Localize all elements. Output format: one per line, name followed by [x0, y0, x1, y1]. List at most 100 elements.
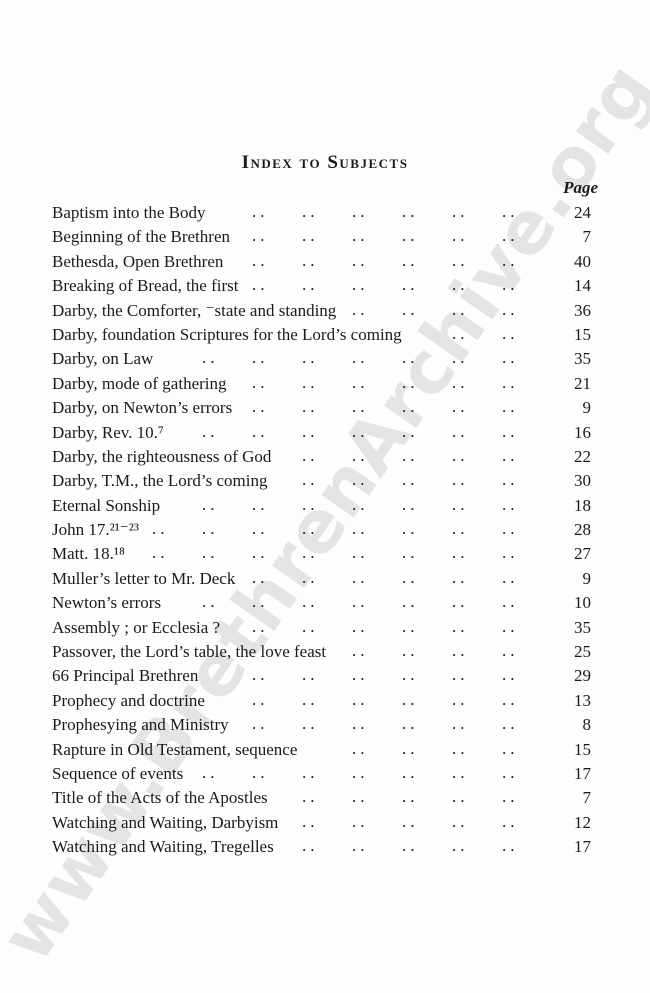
dot-leader: .. — [352, 592, 369, 612]
index-row: Beginning of the Brethren 7............ — [52, 226, 591, 251]
dot-leader: .. — [352, 397, 369, 417]
entry-page: 15 — [574, 739, 591, 759]
index-row: Assembly ; or Ecclesia ? 35............ — [52, 616, 591, 642]
dot-leader: .. — [302, 567, 319, 587]
dot-leader: .. — [352, 836, 369, 856]
dot-leader: .. — [502, 641, 519, 661]
dot-leader: .. — [502, 372, 519, 392]
dot-leader: .. — [452, 470, 469, 490]
dot-leader: .. — [352, 616, 369, 636]
dot-leader: .. — [152, 543, 169, 563]
dot-leader: .. — [252, 397, 269, 417]
entry-label: John 17.²¹⁻²³ — [52, 520, 139, 540]
index-row: Darby, the righteousness of God 22.......… — [52, 445, 591, 471]
entry-label: Assembly ; or Ecclesia ? — [52, 617, 221, 637]
dot-leader: .. — [452, 665, 469, 685]
index-row: Watching and Waiting, Tregelles 17.......… — [52, 836, 591, 861]
dot-leader: .. — [302, 836, 319, 856]
index-row: John 17.²¹⁻²³ 28................ — [52, 519, 591, 544]
dot-leader: .. — [252, 372, 269, 392]
entry-label: Passover, the Lord’s table, the love fea… — [52, 642, 327, 662]
dot-leader: .. — [502, 567, 519, 587]
dot-leader: .. — [502, 738, 519, 758]
dot-leader: .. — [302, 202, 319, 221]
dot-leader: .. — [502, 226, 519, 246]
dot-leader: .. — [352, 372, 369, 392]
dot-leader: .. — [352, 494, 369, 514]
entry-page: 17 — [574, 837, 591, 857]
dot-leader: .. — [352, 714, 369, 734]
dot-leader: .. — [302, 275, 319, 295]
dot-leader: .. — [252, 592, 269, 612]
dot-leader: .. — [502, 250, 519, 270]
dot-leader: .. — [402, 202, 419, 221]
dot-leader: .. — [252, 275, 269, 295]
dot-leader: .. — [252, 762, 269, 782]
entry-page: 13 — [574, 690, 591, 710]
dot-leader: .. — [402, 445, 419, 465]
dot-leader: .. — [302, 543, 319, 563]
index-row: Darby, mode of gathering 21............ — [52, 372, 591, 398]
dot-leader: .. — [502, 470, 519, 490]
dot-leader: .. — [452, 592, 469, 612]
dot-leader: .. — [352, 787, 369, 807]
dot-leader: .. — [302, 348, 319, 368]
dot-leader: .. — [252, 421, 269, 441]
dot-leader: .. — [452, 689, 469, 709]
dot-leader: .. — [352, 299, 369, 319]
dot-leader: .. — [402, 348, 419, 368]
entry-label: Sequence of events — [52, 763, 184, 783]
dot-leader: .. — [402, 470, 419, 490]
dot-leader: .. — [352, 811, 369, 831]
entry-page: 17 — [574, 763, 591, 783]
entry-label: Darby, the Comforter, ⁻state and standin… — [52, 300, 337, 320]
dot-leader: .. — [402, 299, 419, 319]
entry-page: 30 — [574, 471, 591, 491]
dot-leader: .. — [452, 226, 469, 246]
dot-leader: .. — [352, 470, 369, 490]
dot-leader: .. — [252, 202, 269, 221]
dot-leader: .. — [502, 275, 519, 295]
dot-leader: .. — [502, 811, 519, 831]
entry-page: 9 — [582, 398, 592, 418]
dot-leader: .. — [452, 421, 469, 441]
dot-leader: .. — [352, 421, 369, 441]
dot-leader: .. — [452, 299, 469, 319]
dot-leader: .. — [252, 567, 269, 587]
entry-label: Watching and Waiting, Darbyism — [52, 812, 279, 832]
index-row: Darby, the Comforter, ⁻state and standin… — [52, 299, 591, 325]
entry-page: 18 — [574, 495, 591, 515]
dot-leader: .. — [452, 616, 469, 636]
dot-leader: .. — [402, 567, 419, 587]
dot-leader: .. — [402, 689, 419, 709]
entry-label: Darby, T.M., the Lord’s coming — [52, 471, 268, 491]
dot-leader: .. — [452, 445, 469, 465]
dot-leader: .. — [452, 714, 469, 734]
dot-leader: .. — [302, 762, 319, 782]
dot-leader: .. — [252, 616, 269, 636]
entry-page: 36 — [574, 300, 591, 320]
entry-page: 15 — [574, 324, 591, 344]
index-row: Watching and Waiting, Darbyism 12........… — [52, 811, 591, 837]
dot-leader: .. — [202, 348, 219, 368]
dot-leader: .. — [302, 592, 319, 612]
dot-leader: .. — [252, 250, 269, 270]
dot-leader: .. — [452, 348, 469, 368]
index-row: Rapture in Old Testament, sequence 15....… — [52, 738, 591, 764]
dot-leader: .. — [502, 689, 519, 709]
dot-leader: .. — [452, 397, 469, 417]
dot-leader: .. — [252, 714, 269, 734]
dot-leader: .. — [502, 202, 519, 221]
dot-leader: .. — [402, 543, 419, 563]
dot-leader: .. — [352, 543, 369, 563]
dot-leader: .. — [352, 202, 369, 221]
dot-leader: .. — [352, 348, 369, 368]
dot-leader: .. — [352, 665, 369, 685]
dot-leader: .. — [452, 543, 469, 563]
dot-leader: .. — [502, 397, 519, 417]
dot-leader: .. — [302, 787, 319, 807]
dot-leader: .. — [452, 567, 469, 587]
dot-leader: .. — [352, 250, 369, 270]
entry-label: Darby, mode of gathering — [52, 373, 227, 393]
dot-leader: .. — [252, 665, 269, 685]
